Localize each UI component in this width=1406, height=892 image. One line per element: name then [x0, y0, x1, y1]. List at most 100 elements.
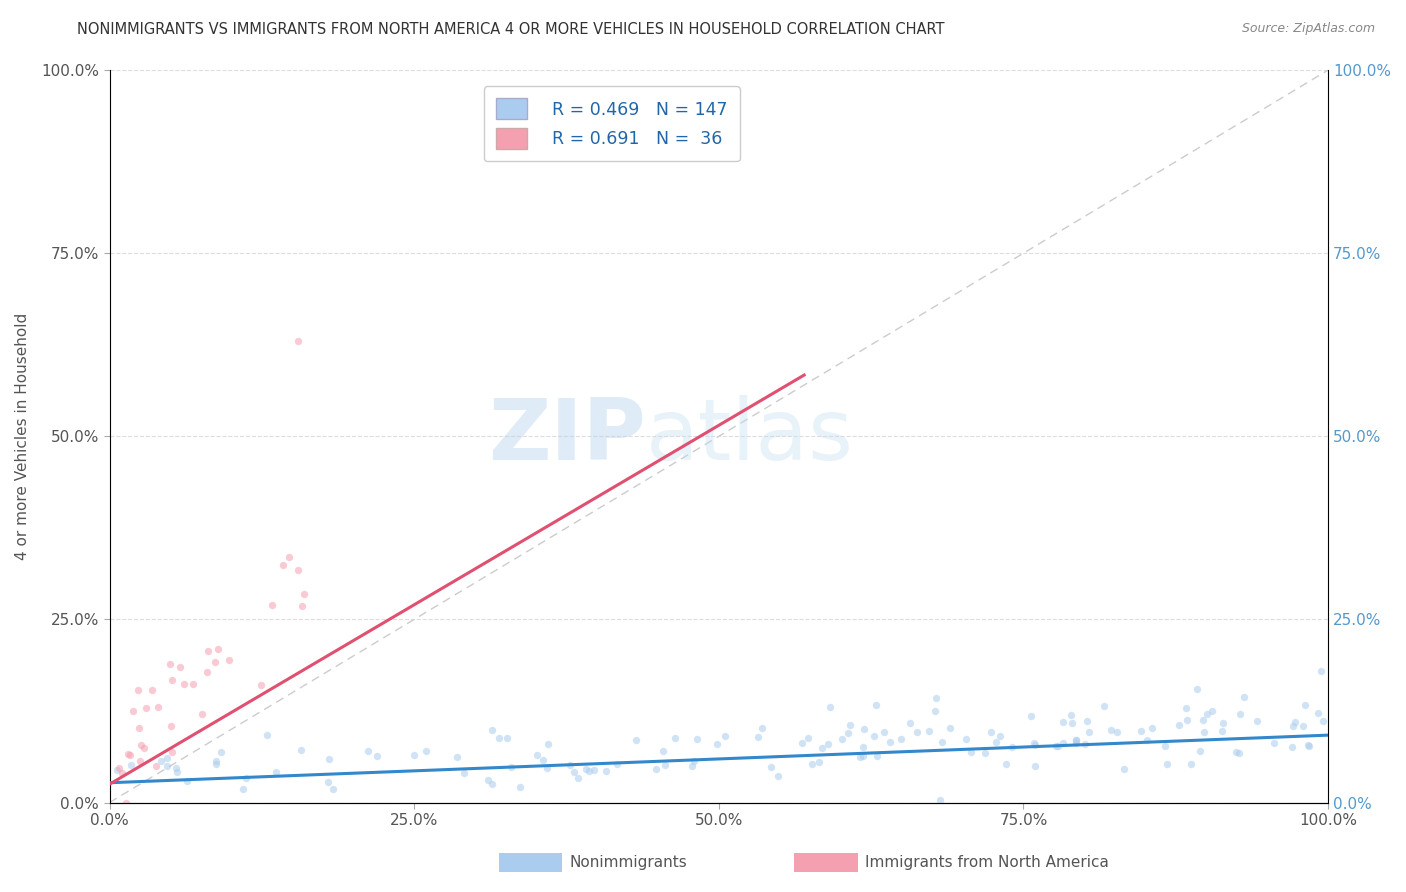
- Point: [141, 683, 163, 698]
- Point: [839, 718, 862, 732]
- Point: [980, 725, 1002, 739]
- Point: [1282, 719, 1305, 733]
- Point: [287, 563, 309, 577]
- Point: [1022, 736, 1045, 750]
- Point: [357, 744, 380, 758]
- Point: [1140, 722, 1163, 736]
- Point: [558, 757, 581, 772]
- Point: [852, 749, 875, 764]
- Point: [879, 735, 901, 749]
- Point: [606, 757, 628, 772]
- Point: [759, 760, 782, 774]
- Point: [1312, 714, 1334, 728]
- Point: [105, 763, 128, 777]
- Point: [1099, 723, 1122, 738]
- Point: [751, 722, 773, 736]
- Point: [654, 757, 676, 772]
- Point: [583, 763, 606, 777]
- Point: [1174, 700, 1197, 714]
- Point: [801, 756, 824, 771]
- Point: [1306, 706, 1329, 720]
- Point: [1246, 714, 1268, 728]
- Point: [682, 754, 704, 768]
- Point: [1112, 762, 1135, 776]
- Point: [567, 771, 589, 785]
- Point: [866, 748, 889, 763]
- Point: [747, 730, 769, 744]
- Point: [290, 743, 312, 757]
- Point: [446, 750, 468, 764]
- Point: [197, 644, 219, 658]
- Point: [111, 766, 134, 780]
- Point: [291, 599, 314, 613]
- Point: [1060, 708, 1083, 723]
- Point: [318, 775, 340, 789]
- Point: [900, 715, 922, 730]
- Point: [1194, 724, 1216, 739]
- Point: [1201, 704, 1223, 718]
- Point: [1229, 707, 1251, 722]
- Point: [181, 677, 204, 691]
- Point: [287, 334, 309, 348]
- Point: [149, 754, 172, 768]
- Point: [278, 550, 301, 565]
- Point: [905, 725, 928, 739]
- Text: NONIMMIGRANTS VS IMMIGRANTS FROM NORTH AMERICA 4 OR MORE VEHICLES IN HOUSEHOLD C: NONIMMIGRANTS VS IMMIGRANTS FROM NORTH A…: [77, 22, 945, 37]
- Point: [537, 737, 560, 751]
- Point: [1024, 738, 1046, 752]
- Point: [1168, 718, 1191, 732]
- Point: [207, 642, 229, 657]
- Point: [918, 723, 941, 738]
- Point: [1064, 732, 1087, 747]
- Point: [1045, 739, 1067, 753]
- Y-axis label: 4 or more Vehicles in Household: 4 or more Vehicles in Household: [15, 313, 30, 560]
- Point: [652, 743, 675, 757]
- Point: [322, 781, 344, 796]
- Point: [1292, 718, 1315, 732]
- Point: [536, 761, 558, 775]
- Point: [1156, 756, 1178, 771]
- Text: Nonimmigrants: Nonimmigrants: [569, 855, 688, 870]
- Point: [575, 762, 598, 776]
- Point: [1064, 732, 1087, 747]
- Point: [1019, 709, 1042, 723]
- Point: [792, 736, 814, 750]
- Point: [1310, 664, 1333, 678]
- Point: [1180, 757, 1202, 772]
- Point: [872, 725, 894, 739]
- Point: [928, 793, 950, 807]
- Point: [1211, 724, 1233, 739]
- Point: [366, 749, 388, 764]
- Point: [1192, 714, 1215, 728]
- Point: [191, 706, 214, 721]
- Point: [117, 747, 139, 761]
- Point: [1130, 724, 1153, 739]
- Point: [195, 665, 218, 679]
- Point: [292, 586, 315, 600]
- Point: [988, 729, 1011, 743]
- Point: [496, 731, 519, 745]
- Point: [120, 757, 142, 772]
- Point: [1189, 744, 1212, 758]
- Point: [235, 771, 257, 785]
- Point: [1078, 725, 1101, 739]
- Point: [706, 737, 728, 751]
- Point: [939, 721, 962, 735]
- Text: atlas: atlas: [645, 395, 853, 478]
- Point: [173, 677, 195, 691]
- Point: [499, 760, 522, 774]
- Point: [766, 769, 789, 783]
- Point: [260, 598, 283, 612]
- Point: [1294, 698, 1316, 713]
- Point: [531, 753, 554, 767]
- Point: [796, 731, 818, 745]
- Point: [818, 700, 841, 714]
- Point: [852, 739, 875, 754]
- Point: [159, 657, 181, 671]
- Point: [1233, 690, 1256, 704]
- Point: [127, 682, 149, 697]
- Point: [955, 731, 977, 746]
- Point: [145, 759, 167, 773]
- Point: [995, 756, 1018, 771]
- Point: [250, 677, 273, 691]
